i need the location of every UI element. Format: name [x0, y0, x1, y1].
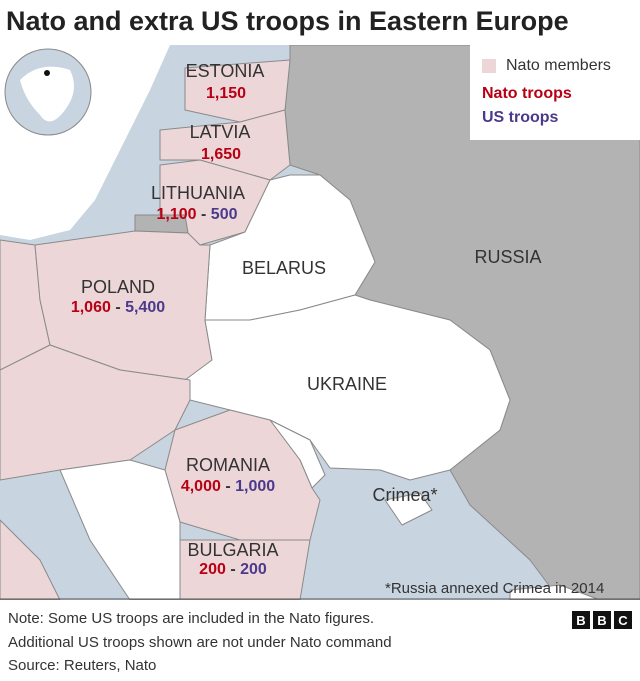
- estonia-nato: 1,150: [205, 85, 247, 102]
- italy: [0, 519, 61, 600]
- legend-members: Nato members: [506, 57, 611, 74]
- crimea-annotation: *Russia annexed Crimea in 2014: [385, 580, 605, 597]
- latvia-nato: 1,650: [200, 146, 242, 163]
- label-ukraine: UKRAINE: [306, 374, 388, 394]
- map-title: Nato and extra US troops in Eastern Euro…: [6, 6, 569, 36]
- footer-source: Source: Reuters, Nato: [8, 657, 157, 674]
- footer-note-1: Note: Some US troops are included in the…: [8, 610, 375, 627]
- crimea: [384, 492, 433, 526]
- legend-us-troops: US troops: [482, 109, 559, 126]
- ukraine: [184, 294, 511, 481]
- footer-note-2: Additional US troops shown are not under…: [8, 634, 392, 651]
- caucasus: [509, 584, 601, 600]
- label-romania: ROMANIA: [185, 455, 271, 475]
- lithuania-troops: 1,100 - 500: [156, 206, 238, 223]
- latvia: [159, 109, 291, 181]
- label-russia: RUSSIA: [474, 247, 542, 267]
- bulgaria-troops: 200 - 200: [199, 561, 267, 578]
- nato-members-swatch: [482, 59, 496, 73]
- romania-troops: 4,000 - 1,000: [180, 478, 276, 495]
- central-europe: [0, 344, 191, 481]
- balkans: [59, 459, 181, 600]
- poland-troops: 1,060 - 5,400: [70, 299, 166, 316]
- label-latvia: LATVIA: [189, 122, 251, 142]
- label-belarus: BELARUS: [241, 258, 327, 278]
- label-poland: POLAND: [80, 277, 156, 297]
- legend-nato-troops: Nato troops: [482, 85, 572, 102]
- label-estonia: ESTONIA: [185, 61, 265, 81]
- legend: Nato members Nato troops US troops: [470, 45, 640, 140]
- location-dot: [44, 70, 50, 76]
- scandinavia: [0, 45, 170, 240]
- label-lithuania: LITHUANIA: [150, 183, 246, 203]
- label-crimea: Crimea*: [372, 485, 438, 505]
- label-bulgaria: BULGARIA: [187, 540, 279, 560]
